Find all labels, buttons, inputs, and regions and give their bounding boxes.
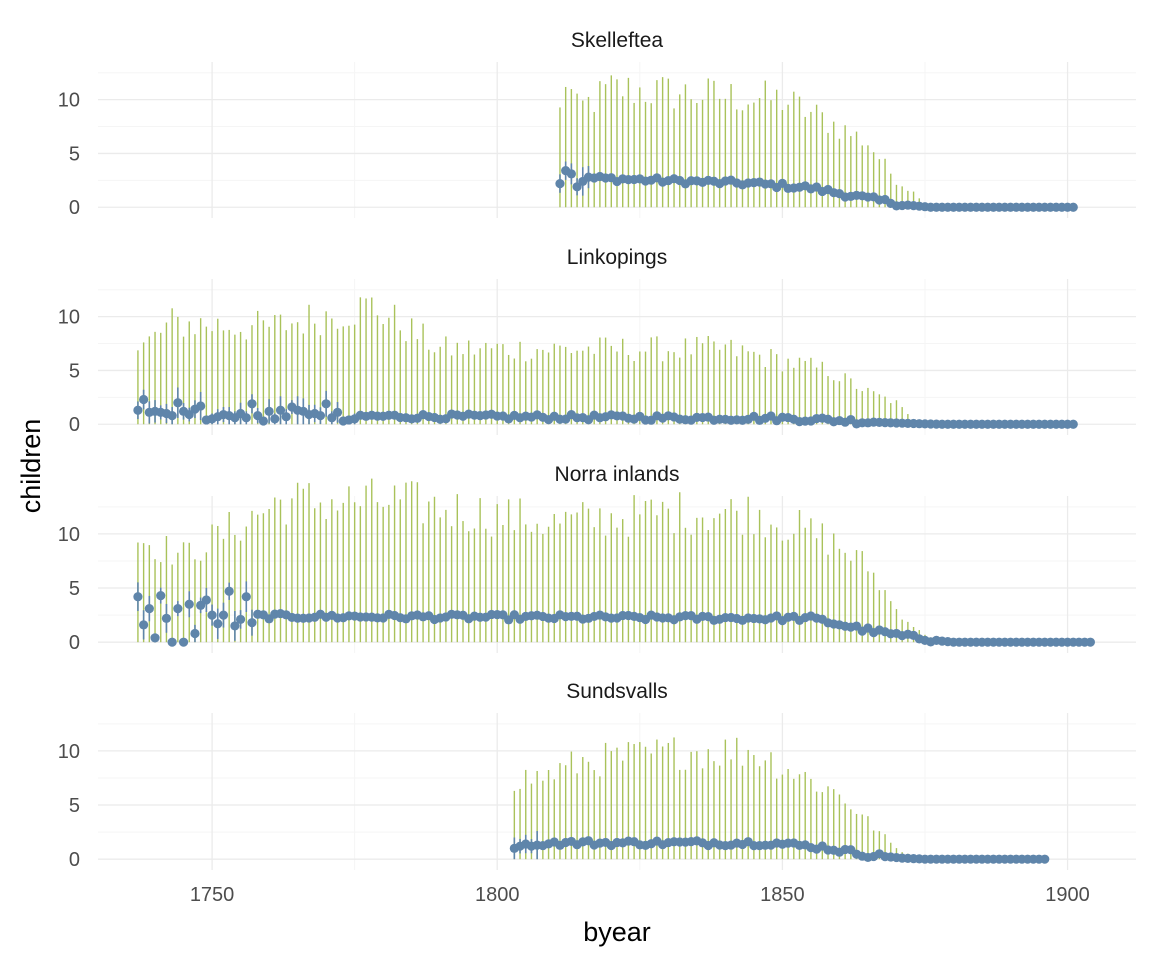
y-tick-label: 5 <box>69 578 80 600</box>
data-point <box>167 637 177 647</box>
facet-title: Skelleftea <box>571 29 664 52</box>
data-point <box>275 405 286 415</box>
data-point <box>555 178 565 189</box>
y-tick-label: 0 <box>69 197 80 219</box>
data-point <box>196 401 206 411</box>
data-point <box>167 411 177 421</box>
data-point <box>1085 637 1095 647</box>
facet-title: Linkopings <box>567 246 667 269</box>
data-point <box>201 595 211 605</box>
facet-panel: Norra inlands 0 5 10 <box>58 463 1136 654</box>
data-point <box>161 613 172 623</box>
data-point <box>139 394 149 405</box>
x-tick-label: 1900 <box>1045 884 1090 906</box>
data-point <box>235 614 246 625</box>
data-point <box>184 599 194 609</box>
data-point <box>133 405 143 415</box>
data-point <box>156 591 166 601</box>
y-axis-title: children <box>16 419 46 514</box>
y-tick-label: 10 <box>58 524 80 546</box>
data-point <box>213 619 223 629</box>
data-point <box>332 407 343 418</box>
y-tick-label: 0 <box>69 414 80 436</box>
data-point <box>144 604 154 614</box>
data-point <box>196 600 206 610</box>
y-tick-label: 10 <box>58 741 80 763</box>
y-tick-label: 0 <box>69 849 80 871</box>
data-point <box>173 604 183 614</box>
data-point <box>1068 419 1078 429</box>
data-point <box>241 413 251 423</box>
facet-panel: Skelleftea 0 5 10 <box>58 29 1136 219</box>
data-point <box>230 621 240 631</box>
data-point <box>150 633 160 643</box>
x-tick-label: 1800 <box>475 884 520 906</box>
data-point <box>264 406 274 416</box>
data-point <box>281 412 291 422</box>
facet-panel: Linkopings 0 5 10 <box>58 246 1136 436</box>
data-point <box>247 618 257 628</box>
x-axis-title: byear <box>583 917 651 947</box>
facet-title: Sundsvalls <box>566 680 668 703</box>
data-point <box>207 610 217 620</box>
data-point <box>241 592 251 602</box>
y-tick-label: 5 <box>69 795 80 817</box>
data-point <box>247 399 257 409</box>
facet-title: Norra inlands <box>555 463 680 486</box>
x-tick-label: 1850 <box>760 884 805 906</box>
data-point <box>190 628 200 639</box>
y-tick-label: 5 <box>69 143 80 165</box>
data-point <box>1068 202 1078 212</box>
data-point <box>1040 854 1050 864</box>
data-point <box>270 414 280 424</box>
data-point <box>258 416 268 426</box>
data-point <box>566 169 576 179</box>
x-tick-label: 1750 <box>190 884 235 906</box>
data-point <box>173 398 183 408</box>
y-tick-label: 0 <box>69 632 80 654</box>
data-point <box>218 610 229 620</box>
data-point <box>178 637 189 647</box>
data-point <box>133 592 143 602</box>
data-point <box>315 411 326 421</box>
data-point <box>224 586 234 596</box>
y-tick-label: 10 <box>58 90 80 112</box>
data-point <box>321 399 331 409</box>
y-tick-label: 10 <box>58 307 80 329</box>
y-tick-label: 5 <box>69 360 80 382</box>
data-point <box>139 620 149 630</box>
facet-panel: Sundsvalls 0 5 10 <box>58 680 1136 871</box>
